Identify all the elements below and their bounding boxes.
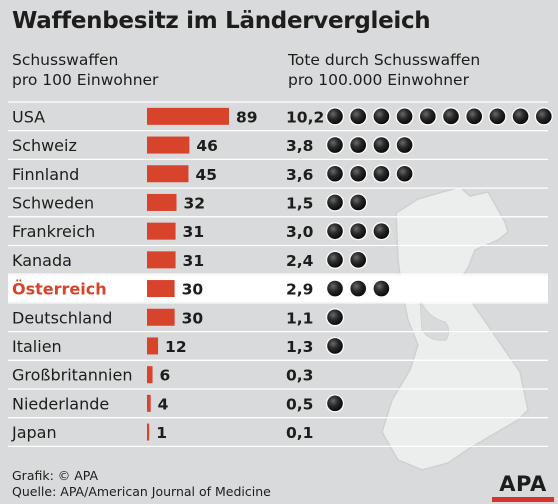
- death-dot: [373, 165, 390, 182]
- gun-ownership-bar: [147, 107, 229, 125]
- gun-ownership-value: 6: [160, 367, 171, 385]
- gun-ownership-value: 89: [236, 108, 258, 126]
- gun-ownership-bar: [147, 337, 159, 355]
- death-dot: [396, 137, 413, 153]
- gun-ownership-bar: [147, 251, 176, 269]
- gun-ownership-value: 12: [165, 338, 187, 356]
- country-label: Frankreich: [12, 222, 95, 241]
- column-header-deaths-line1: Tote durch Schusswaffen: [288, 51, 481, 69]
- column-header-guns-line1: Schusswaffen: [12, 51, 119, 69]
- gun-death-rate-value: 1,3: [286, 338, 313, 356]
- gun-ownership-value: 45: [195, 166, 217, 184]
- gun-death-rate-value: 1,1: [286, 309, 313, 327]
- gun-ownership-value: 46: [196, 137, 218, 155]
- gun-death-rate-value: 10,2: [286, 108, 324, 126]
- country-label: Finnland: [12, 165, 79, 184]
- apa-logo-bar: [492, 497, 554, 502]
- country-label: Österreich: [12, 280, 107, 299]
- death-dot: [536, 108, 552, 125]
- column-header-guns-line2: pro 100 Einwohner: [12, 71, 159, 89]
- country-label: Niederlande: [12, 394, 109, 413]
- death-dot: [327, 194, 343, 211]
- gun-death-rate-value: 0,5: [286, 395, 313, 413]
- gun-death-rate-value: 1,5: [286, 194, 313, 212]
- death-dot: [350, 165, 367, 182]
- death-dot: [350, 280, 367, 297]
- column-header-deaths: Tote durch Schusswaffen pro 100.000 Einw…: [288, 50, 480, 90]
- death-dot: [327, 252, 343, 268]
- death-dot: [350, 194, 367, 211]
- death-dot: [327, 108, 343, 125]
- apa-logo: APA: [492, 472, 554, 502]
- gun-ownership-bar: [147, 280, 175, 298]
- death-dot: [327, 223, 343, 239]
- death-dot: [512, 108, 529, 125]
- apa-logo-text: APA: [499, 472, 547, 496]
- gun-ownership-value: 31: [183, 252, 205, 270]
- footer-credit: Grafik: © APA: [12, 468, 99, 483]
- gun-ownership-value: 1: [156, 424, 167, 442]
- death-dot: [350, 137, 367, 153]
- gun-ownership-bar: [147, 193, 177, 211]
- footer-source: Quelle: APA/American Journal of Medicine: [12, 484, 271, 499]
- death-dot: [327, 280, 343, 297]
- gun-death-rate-value: 2,4: [286, 252, 314, 270]
- death-dot: [373, 280, 390, 297]
- country-label: Kanada: [12, 251, 72, 270]
- country-label: Deutschland: [12, 308, 112, 327]
- death-dot: [350, 252, 367, 268]
- death-dot: [327, 165, 343, 182]
- gun-ownership-bar: [147, 136, 190, 154]
- country-label: Schweden: [12, 193, 94, 212]
- gun-ownership-value: 31: [183, 223, 205, 241]
- death-dot: [466, 108, 483, 125]
- death-dot: [396, 108, 413, 125]
- country-label: Japan: [11, 423, 57, 442]
- gun-ownership-bar: [147, 222, 176, 240]
- gun-death-rate-value: 3,6: [286, 166, 313, 184]
- gun-ownership-value: 4: [158, 395, 169, 413]
- highlight-row-background: [8, 275, 548, 302]
- death-dot: [327, 395, 343, 412]
- death-dot: [373, 137, 390, 153]
- gun-ownership-value: 30: [182, 309, 204, 327]
- death-dot: [327, 309, 343, 326]
- column-header-guns: Schusswaffen pro 100 Einwohner: [12, 50, 158, 90]
- death-dot: [373, 223, 390, 239]
- gun-ownership-value: 30: [182, 281, 204, 299]
- death-dot: [327, 137, 343, 153]
- gun-death-rate-value: 0,3: [286, 367, 313, 385]
- death-dot: [443, 108, 459, 125]
- gun-ownership-value: 32: [183, 194, 205, 212]
- gun-death-rate-value: 3,0: [286, 223, 314, 241]
- gun-death-rate-value: 0,1: [286, 424, 313, 442]
- country-label: Schweiz: [12, 136, 77, 155]
- page-title: Waffenbesitz im Ländervergleich: [12, 8, 431, 34]
- gun-ownership-bar: [147, 308, 175, 326]
- gun-death-rate-value: 2,9: [286, 281, 313, 299]
- death-dot: [350, 223, 367, 239]
- death-dot: [420, 108, 436, 125]
- death-dot: [350, 108, 367, 125]
- death-dot: [396, 165, 413, 182]
- gun-ownership-bar: [147, 165, 189, 183]
- column-header-deaths-line2: pro 100.000 Einwohner: [288, 71, 469, 89]
- gun-ownership-bar: [147, 394, 151, 412]
- gun-death-rate-value: 3,8: [286, 137, 313, 155]
- country-label: Italien: [12, 337, 62, 356]
- death-dot: [327, 338, 343, 354]
- gun-ownership-bar: [147, 423, 150, 441]
- country-label: USA: [12, 107, 45, 126]
- country-label: Großbritannien: [12, 366, 132, 385]
- pistol-illustration-icon: [381, 186, 529, 471]
- pistol-body-shape: [381, 186, 529, 471]
- death-dot: [373, 108, 390, 125]
- death-dot: [489, 108, 506, 125]
- gun-ownership-bar: [147, 366, 153, 384]
